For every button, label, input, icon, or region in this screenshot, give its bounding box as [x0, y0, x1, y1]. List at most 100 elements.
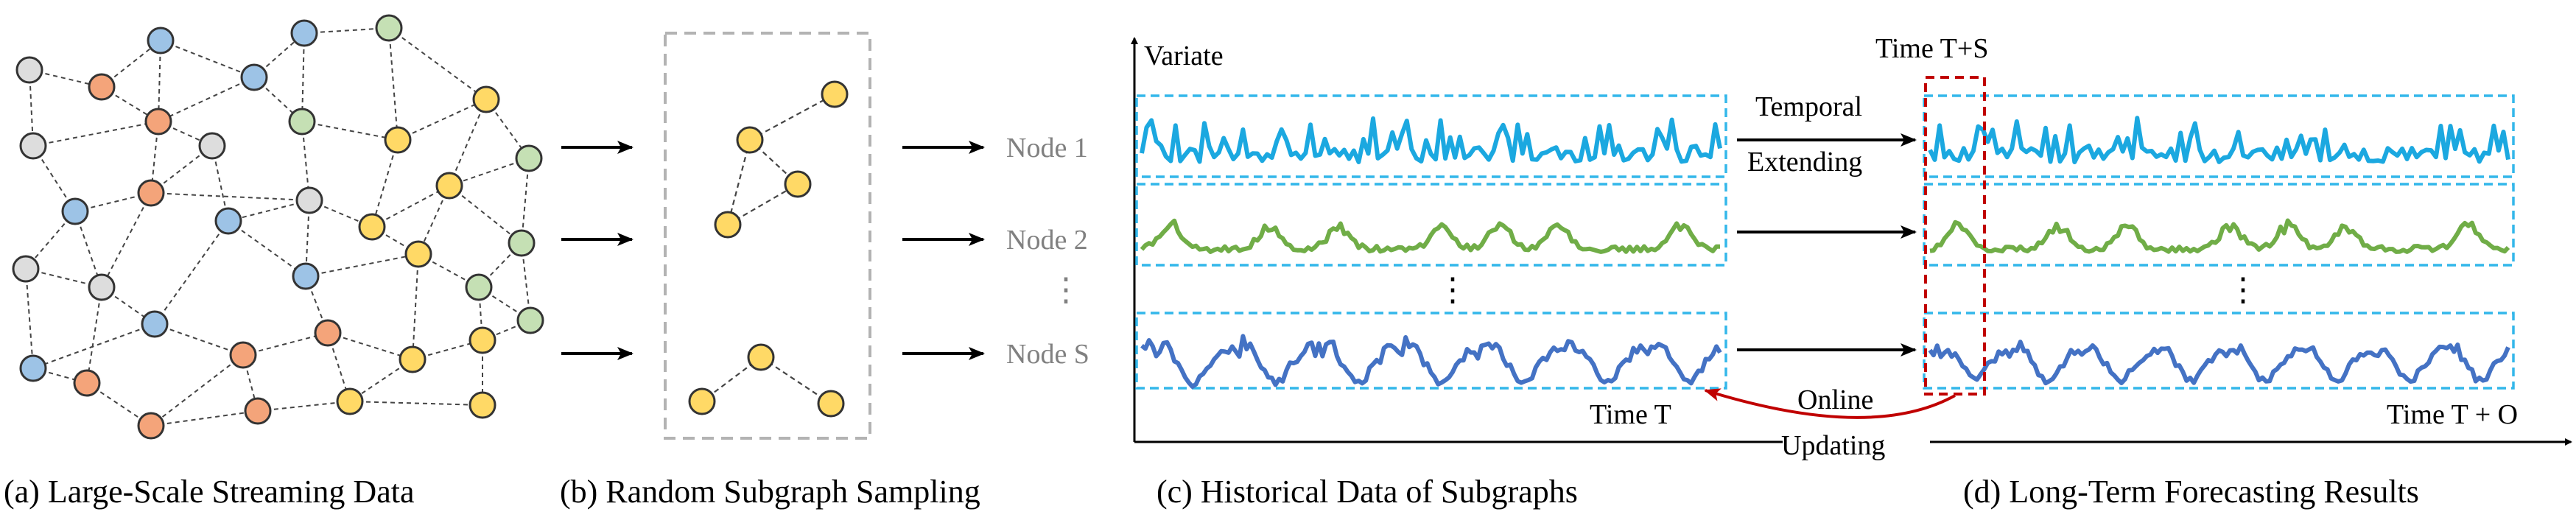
updating-label: Updating: [1781, 430, 1885, 461]
graph-edge: [154, 323, 244, 356]
graph-node: [61, 197, 89, 225]
node-ellipsis: ⋮: [1050, 272, 1082, 308]
sampled-subgraphs: [664, 32, 871, 440]
graph-edge: [371, 185, 450, 228]
graph-edge: [388, 27, 487, 100]
graph-edge: [412, 253, 419, 360]
sampled-node: [747, 343, 775, 371]
forecast-line-node-2: [1929, 218, 2510, 254]
extending-label: Extending: [1747, 147, 1862, 178]
graph-node: [384, 126, 412, 154]
series-line-node-1: [1140, 116, 1722, 164]
graph-node: [314, 319, 342, 347]
graph-node: [468, 391, 496, 419]
graph-edge: [371, 139, 399, 228]
graph-edge: [449, 185, 522, 244]
graph-node: [244, 397, 272, 425]
temporal-label: Temporal: [1755, 91, 1862, 122]
graph-edge: [32, 121, 159, 147]
sampled-node: [688, 387, 716, 415]
graph-node: [88, 73, 116, 101]
graph-node: [73, 369, 101, 397]
graph-node: [214, 207, 242, 235]
sampled-node: [821, 80, 849, 108]
forecast-ellipsis: ⋮: [2227, 272, 2259, 308]
caption-d: (d) Long-Term Forecasting Results: [1963, 474, 2419, 510]
graph-node: [12, 255, 40, 283]
history-ellipsis: ⋮: [1436, 272, 1469, 308]
graph-nodes: [12, 14, 544, 440]
caption-b: (b) Random Subgraph Sampling: [560, 474, 980, 510]
forecast-line-node-1: [1928, 116, 2510, 164]
graph-edge: [86, 287, 102, 384]
graph-edge: [327, 332, 413, 360]
history-box-s: [1135, 312, 1727, 390]
node-label-s: Node S: [1006, 339, 1089, 370]
graph-edge: [242, 332, 329, 356]
forecast-line-node-s: [1928, 340, 2510, 386]
sampling-arrows: [561, 141, 634, 360]
graph-edge: [150, 192, 310, 201]
graph-node: [15, 56, 43, 84]
graph-node: [240, 63, 268, 91]
graph-edge: [257, 401, 351, 412]
graph-node: [468, 326, 496, 354]
graph-node: [292, 262, 320, 290]
graph-edge: [154, 220, 229, 325]
graph-edge: [228, 220, 306, 277]
graph-edge: [449, 99, 487, 186]
graph-node: [295, 186, 323, 214]
sampling-box: [664, 32, 871, 440]
graph-node: [229, 341, 257, 369]
graph-edge: [158, 77, 255, 122]
graph-node: [399, 345, 427, 373]
y-axis-label: Variate: [1144, 41, 1224, 71]
caption-c: (c) Historical Data of Subgraphs: [1157, 474, 1578, 510]
graph-node: [137, 412, 165, 440]
graph-node: [508, 229, 536, 257]
graph-edge: [449, 158, 530, 186]
graph-node: [290, 19, 318, 47]
history-box-1: [1135, 94, 1727, 178]
graph-edge: [305, 253, 419, 277]
graph-node: [465, 273, 493, 301]
online-label: Online: [1797, 384, 1873, 415]
graph-edge: [349, 401, 483, 406]
update-window: [1924, 76, 1986, 396]
graph-node: [404, 240, 432, 268]
graph-node: [141, 310, 169, 338]
sampled-node: [714, 211, 742, 239]
graph-node: [19, 354, 47, 382]
graph-edge: [521, 158, 530, 244]
graph-edge: [397, 99, 487, 141]
graph-node: [288, 108, 316, 136]
graph-edge: [150, 410, 259, 426]
online-update-arrow: [1704, 388, 1956, 419]
graph-node: [88, 273, 116, 301]
forecast-box-1: [1923, 94, 2515, 178]
graph-edge: [301, 121, 399, 141]
forecast-series: [1928, 116, 2510, 386]
graph-node: [515, 144, 543, 172]
graph-edge: [160, 40, 255, 78]
graph-node: [358, 213, 386, 241]
streaming-data-graph: [12, 14, 544, 440]
graph-edge: [150, 354, 244, 426]
extension-arrows: [1737, 133, 1917, 356]
historical-axes: [1131, 37, 1783, 443]
graph-edge: [32, 323, 155, 369]
graph-node: [472, 85, 500, 113]
graph-edge: [388, 27, 399, 141]
node-arrows: [902, 141, 985, 360]
series-line-node-s: [1140, 334, 1722, 389]
history-box-2: [1135, 183, 1727, 267]
sampled-node: [784, 170, 812, 198]
node-label-1: Node 1: [1006, 133, 1088, 164]
graph-node: [137, 179, 165, 207]
historical-series: [1140, 116, 1722, 389]
graph-node: [516, 306, 544, 334]
graph-node: [435, 172, 463, 200]
window-time-label: Time T+S: [1875, 33, 1988, 64]
history-time-label: Time T: [1590, 399, 1671, 430]
